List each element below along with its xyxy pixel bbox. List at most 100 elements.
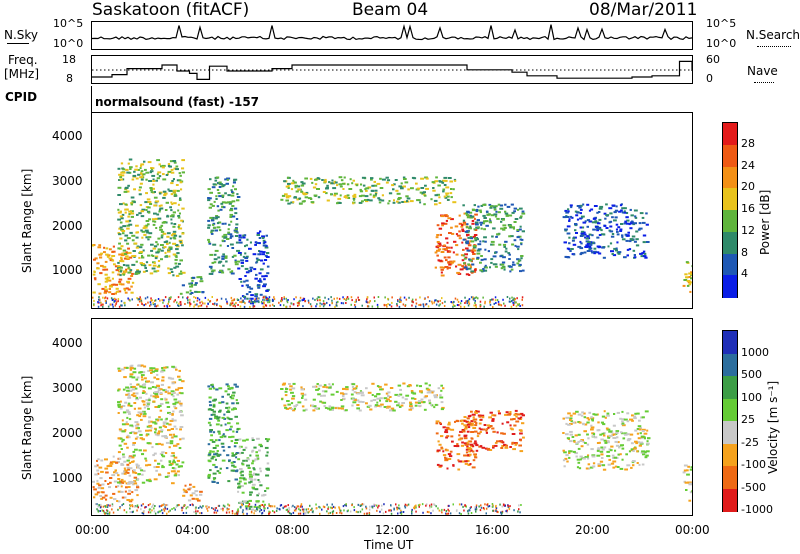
echo-region-3 <box>207 176 241 275</box>
nsky-label: N.Sky <box>4 28 39 42</box>
nsky-tick-top: 10^5 <box>53 17 84 30</box>
velocity-heatmap <box>92 364 692 515</box>
echo-region-5 <box>280 382 445 412</box>
echo-region-6 <box>434 212 478 277</box>
near-range-scatter <box>92 296 524 308</box>
colorbar-tick-label: 25 <box>741 413 755 426</box>
date-title: 08/Mar/2011 <box>589 0 698 20</box>
power-ytick-2000: 2000 <box>52 219 83 233</box>
echo-region-7 <box>462 203 526 273</box>
time-axis-label: Time UT <box>364 538 414 552</box>
colorbar-tick-label: -100 <box>741 458 766 471</box>
echo-region-4 <box>237 230 270 305</box>
colorbar-tick-label: 20 <box>741 180 755 194</box>
power-panel <box>91 112 693 309</box>
colorbar-segment <box>723 210 737 233</box>
power-colorbar <box>722 122 738 298</box>
beam-title: Beam 04 <box>352 0 429 20</box>
echo-region-2 <box>179 276 205 295</box>
colorbar-segment <box>723 398 737 422</box>
velocity-panel <box>91 318 693 516</box>
freq-label: Freq. <box>8 53 38 67</box>
time-tick-label: 20:00 <box>575 523 610 537</box>
echo-region-7 <box>463 409 525 453</box>
time-tick-label: 16:00 <box>475 523 510 537</box>
freq-trace <box>92 60 692 80</box>
echo-region-2 <box>182 483 203 502</box>
time-tick-label: 08:00 <box>275 523 310 537</box>
colorbar-segment <box>723 188 737 211</box>
echo-region-0 <box>92 244 135 295</box>
time-tick-label: 12:00 <box>375 523 410 537</box>
colorbar-tick-label: 1000 <box>741 345 769 359</box>
nave-tick-bottom: 0 <box>706 72 713 85</box>
colorbar-segment <box>723 488 737 512</box>
echo-region-1 <box>117 158 186 277</box>
colorbar-segment <box>723 166 737 189</box>
nsearch-tick-top: 10^5 <box>706 17 737 30</box>
colorbar-segment <box>723 331 737 354</box>
cpid-label: CPID <box>5 90 38 104</box>
colorbar-segment <box>723 353 737 377</box>
colorbar-segment <box>723 376 737 399</box>
freq-tick-bottom: 8 <box>66 72 73 85</box>
colorbar-tick-label: 500 <box>741 368 762 381</box>
echo-region-9 <box>682 464 692 502</box>
colorbar-tick-label: 12 <box>741 223 755 237</box>
vel-ytick-1000: 1000 <box>52 471 83 485</box>
echo-region-4 <box>237 437 271 511</box>
colorbar-tick-label: 28 <box>741 136 755 150</box>
freq-unit: [MHz] <box>4 67 40 81</box>
echo-region-5 <box>280 176 457 206</box>
power-ytick-1000: 1000 <box>52 263 83 277</box>
nsearch-legend-line <box>757 46 791 47</box>
echo-region-6 <box>435 419 478 471</box>
colorbar-segment <box>723 421 737 444</box>
nsky-legend-line <box>7 43 29 44</box>
nave-label: Nave <box>747 64 778 78</box>
echo-region-8 <box>562 203 650 259</box>
echo-region-9 <box>682 261 692 293</box>
colorbar-tick-label: 16 <box>741 202 755 215</box>
colorbar-segment <box>723 466 737 489</box>
colorbar-tick-label: 8 <box>741 245 748 259</box>
freq-tick-top: 18 <box>62 53 76 66</box>
vel-ytick-2000: 2000 <box>52 426 83 440</box>
power-ytick-4000: 4000 <box>52 129 83 143</box>
velocity-ylabel: Slant Range [km] <box>20 375 34 480</box>
colorbar-segment <box>723 231 737 254</box>
station-title: Saskatoon (fitACF) <box>92 0 250 20</box>
colorbar-segment <box>723 443 737 467</box>
power-colorbar-label: Power [dB] <box>758 189 772 255</box>
colorbar-tick-label: -1000 <box>741 503 773 516</box>
velocity-colorbar-label: Velocity [m s⁻¹] <box>766 380 780 474</box>
echo-region-1 <box>117 364 185 485</box>
echo-region-8 <box>562 410 651 471</box>
nave-legend-line <box>754 82 774 83</box>
colorbar-segment <box>723 253 737 276</box>
velocity-colorbar <box>722 330 738 512</box>
colorbar-tick-label: 24 <box>741 158 755 172</box>
power-heatmap <box>92 158 692 308</box>
colorbar-tick-label: -25 <box>741 435 759 449</box>
echo-region-3 <box>207 383 241 484</box>
colorbar-tick-label: 100 <box>741 390 762 404</box>
vel-ytick-4000: 4000 <box>52 336 83 350</box>
vel-ytick-3000: 3000 <box>52 381 83 395</box>
time-tick-label: 00:00 <box>75 523 110 537</box>
colorbar-segment <box>723 144 737 167</box>
cpid-divider <box>91 86 92 112</box>
near-range-scatter <box>95 503 522 515</box>
nsky-panel <box>91 21 693 50</box>
cpid-value: normalsound (fast) -157 <box>95 95 260 109</box>
echo-region-0 <box>92 455 140 503</box>
nsearch-label: N.Search <box>746 28 800 42</box>
nsky-trace <box>92 24 692 41</box>
colorbar-tick-label: 4 <box>741 267 748 281</box>
power-ytick-3000: 3000 <box>52 174 83 188</box>
colorbar-tick-label: -500 <box>741 480 766 494</box>
colorbar-segment <box>723 123 737 146</box>
nave-tick-top: 60 <box>706 53 720 66</box>
time-tick-label: 00:00 <box>675 523 710 537</box>
time-tick-label: 04:00 <box>175 523 210 537</box>
